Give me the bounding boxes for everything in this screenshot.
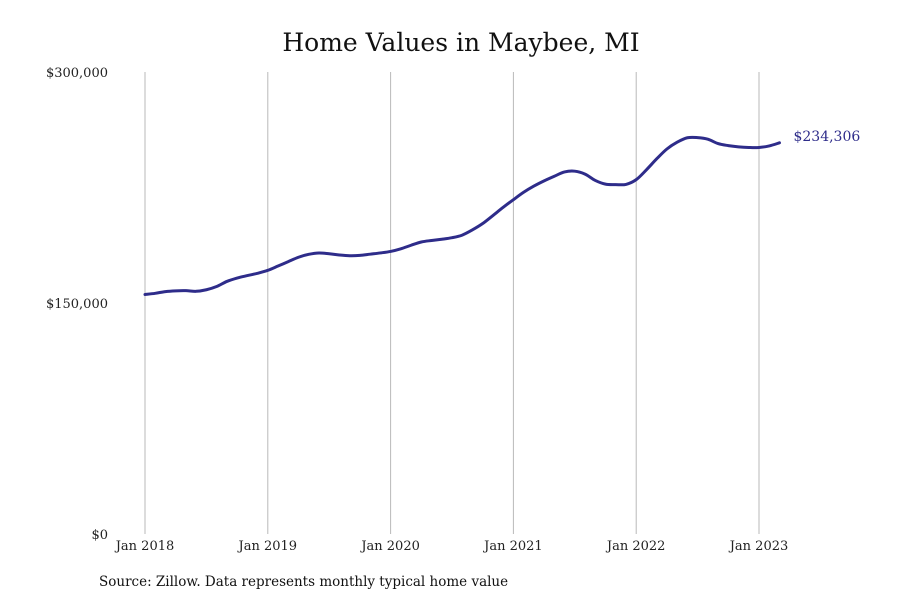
y-tick-label: $0 <box>91 528 108 543</box>
chart-title: Home Values in Maybee, MI <box>282 28 639 57</box>
y-tick-label: $300,000 <box>46 66 108 81</box>
x-tick-label: Jan 2022 <box>605 539 666 554</box>
source-note: Source: Zillow. Data represents monthly … <box>99 574 508 590</box>
home-value-series-line <box>143 135 781 297</box>
x-tick-label: Jan 2023 <box>728 539 789 554</box>
x-tick-label: Jan 2020 <box>359 539 420 554</box>
vertical-gridlines <box>144 72 760 534</box>
y-tick-label: $150,000 <box>46 297 108 312</box>
latest-value-label: $234,306 <box>793 129 860 145</box>
x-tick-label: Jan 2021 <box>482 539 543 554</box>
y-axis-ticks: $0 $150,000 $300,000 <box>46 66 108 543</box>
home-value-series-points <box>144 136 781 295</box>
x-tick-label: Jan 2018 <box>114 539 175 554</box>
x-tick-label: Jan 2019 <box>237 539 298 554</box>
x-axis-ticks: Jan 2018 Jan 2019 Jan 2020 Jan 2021 Jan 2022… <box>114 539 789 554</box>
